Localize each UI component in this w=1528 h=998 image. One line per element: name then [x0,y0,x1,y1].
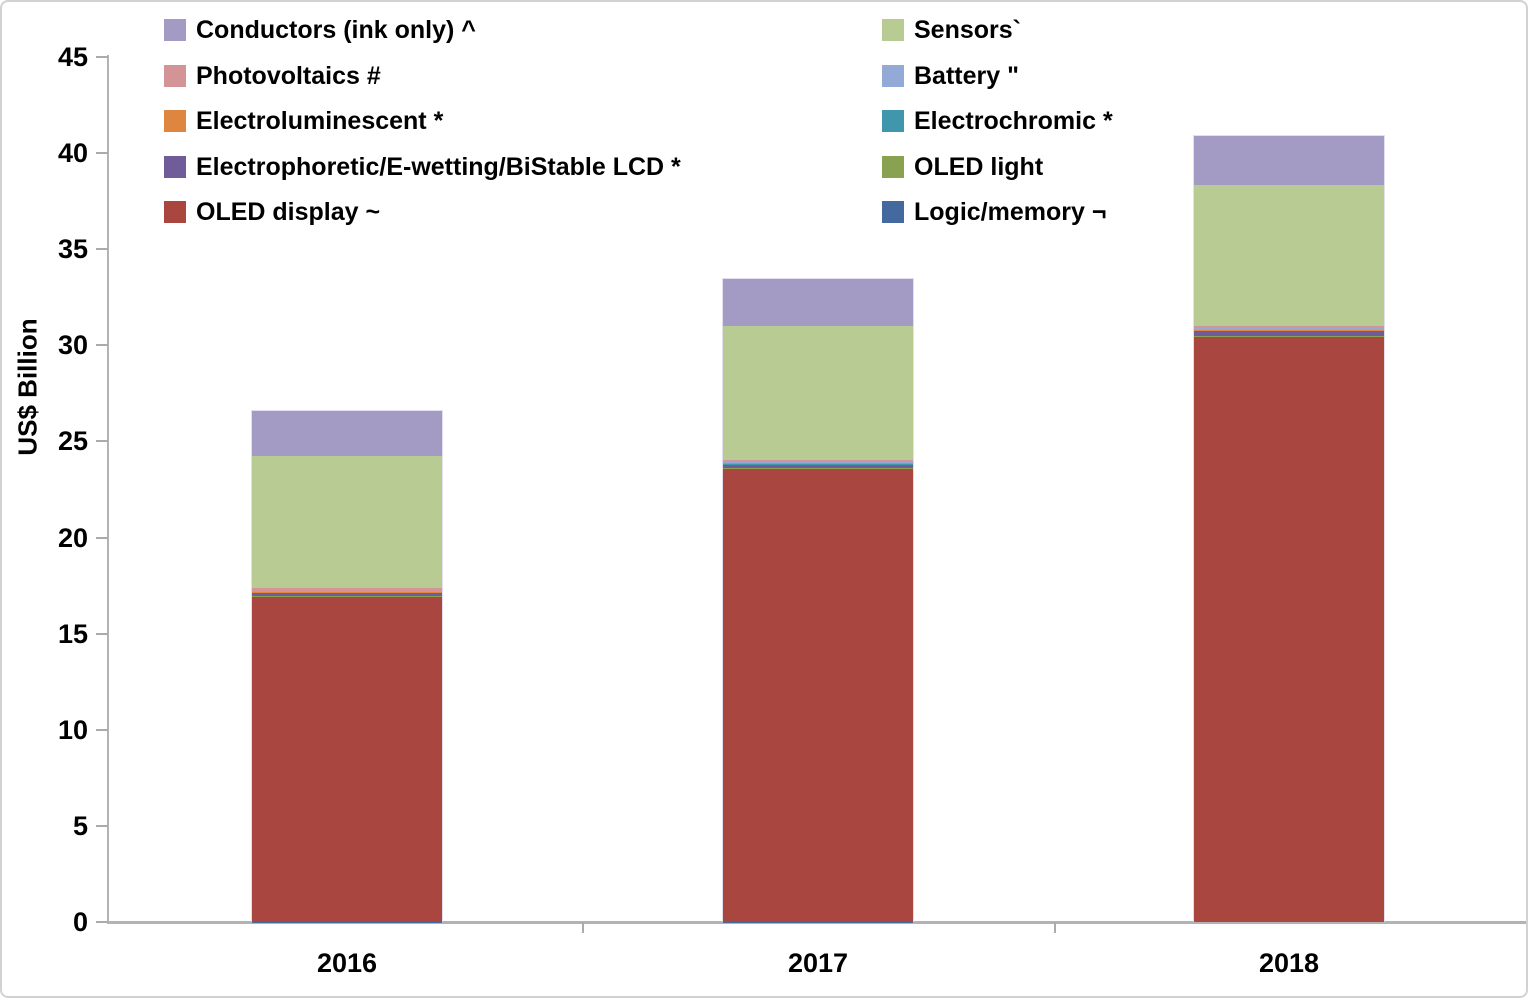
legend-swatch-icon [882,64,904,87]
x-tick [1054,922,1056,933]
legend-swatch-icon [164,19,186,41]
y-tick-label: 15 [57,618,88,649]
y-tick [96,248,108,251]
bar-segment-battery [723,462,913,464]
legend-swatch-icon [164,155,186,178]
bar-segment-electrophoretic-e-wetting-bistable-lcd [1194,330,1384,336]
legend-label: Logic/memory ¬ [914,198,1107,226]
bar-segment-photovoltaics [252,588,442,591]
legend-label: OLED display ~ [196,198,381,226]
y-tick-label: 20 [57,522,88,553]
bar-segment-battery [1194,328,1384,330]
legend-swatch-icon [164,201,186,223]
legend-swatch-icon [164,64,186,87]
bar-segment-sensors [252,456,442,589]
legend-swatch-icon [882,110,904,132]
legend-label: Electrophoretic/E-wetting/BiStable LCD * [196,152,681,181]
bar-segment-electroluminescent [1194,329,1384,331]
y-tick-label: 25 [57,426,88,457]
x-category-label-2018: 2018 [1258,948,1320,978]
bar-segment-conductors-ink-only [252,411,442,457]
y-tick [96,728,108,731]
legend-swatch-icon [882,155,904,178]
bar-segment-sensors [723,326,913,461]
bar-segment-electrophoretic-e-wetting-bistable-lcd [252,592,442,597]
legend-label: Conductors (ink only) ^ [196,16,476,44]
bar-segment-conductors-ink-only [1194,136,1384,186]
legend-label: Sensors` [914,16,1021,44]
y-tick [96,344,108,347]
y-axis-line [107,55,109,924]
y-tick-label: 45 [57,42,88,72]
y-tick-label: 35 [57,234,88,265]
x-category-label-2017: 2017 [787,948,849,978]
legend-label: Electroluminescent * [196,107,444,135]
y-tick [96,152,108,155]
legend-swatch-icon [882,201,904,223]
legend-label: Electrochromic * [914,107,1113,135]
y-tick-label: 30 [57,330,88,361]
y-tick [96,536,108,539]
y-tick-label: 0 [72,907,88,937]
bar-segment-photovoltaics [1194,325,1384,329]
legend-label: Photovoltaics # [196,61,381,90]
y-tick-label: 5 [72,810,88,841]
legend-label: Battery " [914,61,1019,90]
y-tick [96,632,108,635]
bar-segment-oled-display [252,596,442,922]
bar-segment-sensors [1194,185,1384,326]
legend-label: OLED light [914,152,1044,181]
legend-swatch-icon [164,110,186,132]
x-axis-line [107,921,1526,924]
x-tick [582,922,584,933]
y-tick [96,440,108,443]
bar-segment-conductors-ink-only [723,279,913,327]
y-tick-label: 10 [57,714,88,745]
bar-segment-photovoltaics [723,460,913,463]
legend-swatch-icon [882,19,904,41]
y-tick [96,824,108,827]
bar-segment-oled-light [1194,335,1384,338]
bar-segment-oled-light [252,596,442,597]
bar-segment-oled-display [1194,337,1384,922]
x-category-label-2016: 2016 [316,948,378,978]
y-tick [96,56,108,58]
y-tick-label: 40 [57,138,88,169]
bar-segment-battery [252,590,442,592]
bar-segment-logic-memory [1194,921,1384,922]
y-tick [96,921,108,923]
bar-segment-oled-display [723,468,913,922]
bar-segment-oled-light [723,468,913,469]
bar-segment-electrophoretic-e-wetting-bistable-lcd [723,463,913,469]
